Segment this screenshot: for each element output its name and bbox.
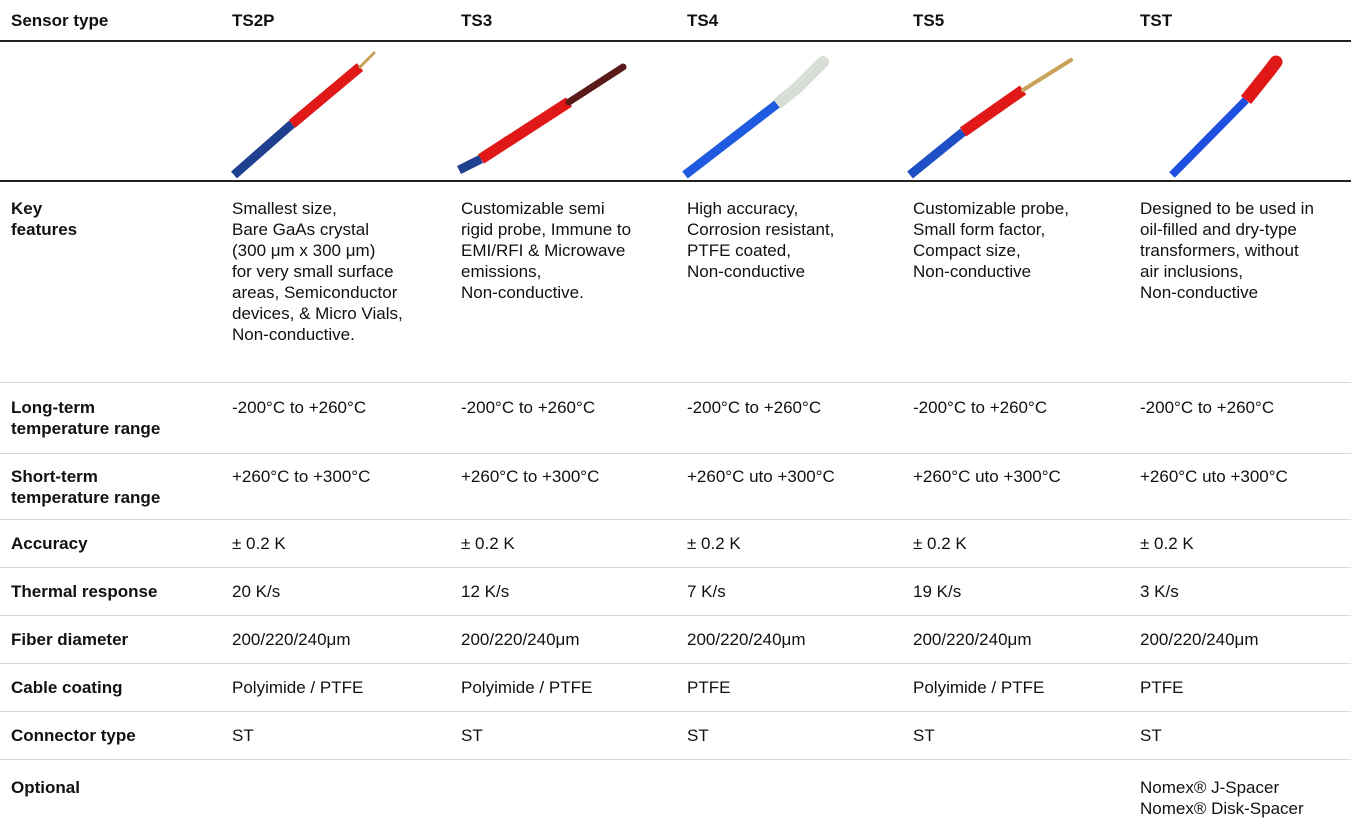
cell-value: Nomex® J-Spacer Nomex® Disk-Spacer <box>1140 778 1304 818</box>
row-optional: Optional Nomex® J-Spacer Nomex® Disk-Spa… <box>0 760 1351 830</box>
probe-tip <box>791 56 829 94</box>
cell-value: 12 K/s <box>461 582 510 601</box>
cell-value: ST <box>232 726 254 745</box>
cell-value: 7 K/s <box>687 582 726 601</box>
probe-ts3-illustration <box>456 63 627 175</box>
cell-value <box>222 777 451 830</box>
probe-sleeve <box>288 63 364 128</box>
sensor-name-ts5: TS5 <box>913 10 945 30</box>
cell-value: ST <box>1140 726 1162 745</box>
row-accuracy: Accuracy ± 0.2 K ± 0.2 K ± 0.2 K ± 0.2 K… <box>0 520 1351 568</box>
cell-value: ± 0.2 K <box>913 534 967 553</box>
probe-image-ts2p <box>222 42 451 180</box>
row-fiber-diameter: Fiber diameter 200/220/240μm 200/220/240… <box>0 616 1351 664</box>
image-row-label <box>0 42 222 180</box>
row-label: Optional <box>11 778 80 797</box>
probe-cable <box>682 100 780 179</box>
row-connector-type: Connector type ST ST ST ST ST <box>0 712 1351 760</box>
cell-value: 20 K/s <box>232 582 281 601</box>
cell-value: PTFE <box>687 678 731 697</box>
probe-sleeve <box>959 85 1027 137</box>
probe-tip <box>1021 58 1073 92</box>
row-thermal-response: Thermal response 20 K/s 12 K/s 7 K/s 19 … <box>0 568 1351 616</box>
cell-value: Polyimide / PTFE <box>232 678 364 697</box>
cell-value: Polyimide / PTFE <box>461 678 593 697</box>
cell-value: -200°C to +260°C <box>1140 398 1275 417</box>
probe-tip <box>358 51 376 69</box>
cell-value: ± 0.2 K <box>461 534 515 553</box>
cell-value: ST <box>461 726 483 745</box>
row-label: Long-term temperature range <box>11 398 161 438</box>
header-row: Sensor type TS2P TS3 TS4 TS5 TST <box>0 0 1351 42</box>
probe-image-tst <box>1130 42 1351 180</box>
probe-tst-illustration <box>1169 55 1283 178</box>
sensor-name-ts3: TS3 <box>461 10 493 30</box>
cell-value <box>451 777 677 830</box>
row-label: Fiber diameter <box>11 630 129 649</box>
sensor-name-tst: TST <box>1140 10 1173 30</box>
cell-value: -200°C to +260°C <box>687 398 822 417</box>
cell-value: +260°C uto +300°C <box>913 467 1061 486</box>
cell-value: -200°C to +260°C <box>461 398 596 417</box>
probe-tip <box>565 63 627 106</box>
cell-value: +260°C uto +300°C <box>687 467 835 486</box>
cell-value: -200°C to +260°C <box>913 398 1048 417</box>
probe-image-ts5 <box>903 42 1130 180</box>
header-label: Sensor type <box>11 10 109 30</box>
cell-value: Customizable semi rigid probe, Immune to… <box>461 199 632 302</box>
sensor-name-ts4: TS4 <box>687 10 719 30</box>
cell-value: +260°C to +300°C <box>461 467 600 486</box>
row-label: Key features <box>11 199 78 239</box>
row-label: Accuracy <box>11 534 88 553</box>
probe-image-row <box>0 42 1351 182</box>
cell-value: ST <box>913 726 935 745</box>
row-label: Thermal response <box>11 582 158 601</box>
cell-value: PTFE <box>1140 678 1184 697</box>
cell-value: 200/220/240μm <box>232 630 351 649</box>
row-label: Connector type <box>11 726 136 745</box>
cell-value: 200/220/240μm <box>687 630 806 649</box>
cell-value: -200°C to +260°C <box>232 398 367 417</box>
probe-cable <box>231 120 295 179</box>
cell-value: ST <box>687 726 709 745</box>
cell-value <box>903 777 1130 830</box>
cell-value: 19 K/s <box>913 582 962 601</box>
probe-ts2p-illustration <box>231 51 376 179</box>
sensor-name-ts2p: TS2P <box>232 10 275 30</box>
cell-value: 200/220/240μm <box>1140 630 1259 649</box>
probe-sleeve <box>478 97 572 164</box>
probe-tip <box>1263 55 1283 77</box>
cell-value: Polyimide / PTFE <box>913 678 1045 697</box>
probe-ts5-illustration <box>907 58 1073 179</box>
row-key-features: Key features Smallest size, Bare GaAs cr… <box>0 182 1351 383</box>
cell-value: 200/220/240μm <box>461 630 580 649</box>
cell-value: +260°C uto +300°C <box>1140 467 1288 486</box>
cell-value: ± 0.2 K <box>232 534 286 553</box>
cell-value: 200/220/240μm <box>913 630 1032 649</box>
cell-value: +260°C to +300°C <box>232 467 371 486</box>
probe-cable <box>456 154 484 175</box>
cell-value: 3 K/s <box>1140 582 1179 601</box>
probe-cable <box>1169 97 1249 178</box>
cell-value: ± 0.2 K <box>1140 534 1194 553</box>
probe-cable <box>907 128 966 179</box>
cell-value <box>677 777 903 830</box>
row-long-term-range: Long-term temperature range -200°C to +2… <box>0 383 1351 454</box>
probe-image-ts3 <box>451 42 677 180</box>
cell-value: Designed to be used in oil-filled and dr… <box>1140 199 1314 302</box>
row-cable-coating: Cable coating Polyimide / PTFE Polyimide… <box>0 664 1351 712</box>
cell-value: Customizable probe, Small form factor, C… <box>913 199 1069 281</box>
probe-image-ts4 <box>677 42 903 180</box>
row-short-term-range: Short-term temperature range +260°C to +… <box>0 454 1351 520</box>
probe-ts4-illustration <box>682 56 829 179</box>
row-label: Cable coating <box>11 678 123 697</box>
cell-value: High accuracy, Corrosion resistant, PTFE… <box>687 199 835 281</box>
cell-value: Smallest size, Bare GaAs crystal (300 μm… <box>232 199 403 344</box>
row-label: Short-term temperature range <box>11 467 161 507</box>
cell-value: ± 0.2 K <box>687 534 741 553</box>
